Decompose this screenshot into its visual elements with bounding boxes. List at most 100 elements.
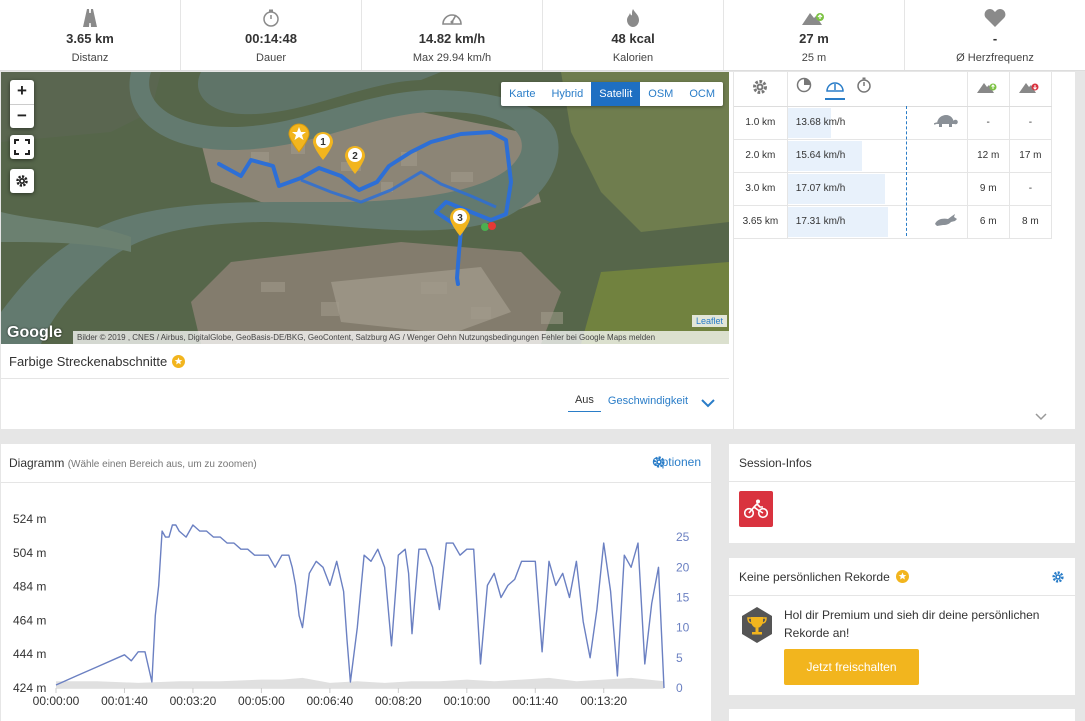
personal-records-card: Keine persönlichen Rekorde Hol dir Premi… bbox=[729, 558, 1075, 695]
km-marker-2[interactable]: 2 bbox=[345, 146, 365, 174]
elevation-speed-chart[interactable]: 524 m 504 m 484 m 464 m 444 m 424 m 25 20 15 10 5… bbox=[1, 444, 711, 721]
lap-descent: 8 m bbox=[1009, 205, 1053, 239]
lap-speed-cell: 15.64 km/h bbox=[787, 139, 925, 173]
x-tick-label: 00:11:40 bbox=[512, 694, 558, 708]
diagram-hint: (Wähle einen Bereich aus, um zu zoomen) bbox=[67, 459, 257, 470]
divider bbox=[1, 378, 729, 379]
stat-label: Ø Herzfrequenz bbox=[956, 52, 1034, 64]
layer-osm[interactable]: OSM bbox=[648, 88, 674, 100]
speedometer-icon bbox=[441, 8, 463, 28]
lap-speed-bar bbox=[787, 140, 863, 171]
km-marker-1[interactable]: 1 bbox=[313, 132, 333, 160]
average-speed-line bbox=[906, 106, 907, 236]
map-attribution[interactable]: Bilder © 2019 , CNES / Airbus, DigitalGl… bbox=[73, 331, 729, 344]
stopwatch-icon bbox=[262, 8, 280, 28]
lap-speed-bar bbox=[787, 107, 832, 138]
marker-number: 3 bbox=[457, 213, 463, 224]
x-tick-label: 00:10:00 bbox=[443, 694, 490, 708]
premium-star-icon bbox=[172, 355, 186, 368]
layer-ocm[interactable]: OCM bbox=[689, 88, 715, 100]
x-tick-label: 00:13:20 bbox=[580, 694, 627, 708]
next-card bbox=[729, 709, 1075, 721]
sport-type-badge[interactable] bbox=[739, 491, 773, 527]
laps-marker-column bbox=[924, 72, 968, 107]
ascent-icon bbox=[802, 8, 826, 28]
y-right-tick-label: 20 bbox=[676, 560, 690, 574]
divider bbox=[1, 482, 711, 483]
lap-distance: 3.0 km bbox=[734, 172, 788, 206]
stopwatch-icon[interactable] bbox=[856, 77, 872, 93]
map-settings-button[interactable] bbox=[10, 169, 34, 193]
premium-star-icon bbox=[895, 570, 909, 583]
stat-label: Distanz bbox=[71, 52, 109, 64]
google-logo: Google bbox=[7, 324, 63, 341]
lap-ascent: - bbox=[967, 106, 1010, 140]
table-row[interactable]: 1.0 km 13.68 km/h - - bbox=[734, 106, 1053, 140]
lap-distance: 1.0 km bbox=[734, 106, 788, 140]
y-axis-left: 524 m 504 m 484 m 464 m 444 m 424 m bbox=[13, 512, 46, 695]
stat-speed: 14.82 km/h Max 29.94 km/h bbox=[362, 0, 543, 70]
x-axis: 00:00:00 00:01:40 00:03:20 00:05:00 00:06:40… bbox=[33, 694, 628, 708]
stat-distance: 3.65 km Distanz bbox=[0, 0, 181, 70]
layer-karte[interactable]: Karte bbox=[509, 88, 536, 100]
layer-satellit[interactable]: Satellit bbox=[591, 82, 641, 106]
stat-label: 25 m bbox=[801, 52, 827, 64]
lap-speed: 17.07 km/h bbox=[795, 183, 846, 194]
table-row[interactable]: 3.65 km 17.31 km/h 6 m 8 m bbox=[734, 205, 1053, 239]
leaflet-link[interactable]: Leaflet bbox=[691, 315, 727, 327]
stat-calories: 48 kcal Kalorien bbox=[543, 0, 724, 70]
x-tick-label: 00:03:20 bbox=[170, 694, 217, 708]
trophy-icon bbox=[742, 607, 772, 643]
chevron-down-icon[interactable] bbox=[1035, 413, 1047, 421]
y-right-tick-label: 25 bbox=[676, 530, 690, 544]
zoom-out-button[interactable]: − bbox=[10, 104, 34, 128]
x-tick-label: 00:05:00 bbox=[238, 694, 285, 708]
gear-icon bbox=[753, 80, 768, 95]
y-left-tick-label: 484 m bbox=[13, 580, 46, 594]
colored-segments-title: Farbige Streckenabschnitte bbox=[9, 354, 186, 369]
diagram-options-button[interactable]: Optionen bbox=[652, 455, 701, 469]
zoom-control: + − bbox=[10, 80, 34, 128]
records-title: Keine persönlichen Rekorde bbox=[739, 569, 890, 584]
records-header: Keine persönlichen Rekorde bbox=[729, 558, 1075, 596]
chart-gridlines bbox=[55, 687, 664, 693]
segment-option-speed[interactable]: Geschwindigkeit bbox=[607, 394, 688, 407]
fullscreen-icon bbox=[14, 139, 30, 155]
map-layer-switch: Karte Hybrid Satellit OSM OCM bbox=[501, 82, 723, 106]
x-tick-label: 00:08:20 bbox=[375, 694, 422, 708]
layer-hybrid[interactable]: Hybrid bbox=[551, 88, 584, 100]
segment-option-off[interactable]: Aus bbox=[567, 394, 601, 412]
y-axis-right: 25 20 15 10 5 0 bbox=[676, 530, 690, 695]
stat-duration: 00:14:48 Dauer bbox=[181, 0, 362, 70]
start-marker[interactable] bbox=[288, 123, 310, 153]
session-info-card: Session-Infos bbox=[729, 444, 1075, 543]
route-map[interactable]: 1 2 3 + − Karte Hybrid Sate bbox=[1, 72, 729, 344]
km-marker-3[interactable]: 3 bbox=[450, 208, 470, 236]
lap-speed-cell: 13.68 km/h bbox=[787, 106, 925, 140]
lap-speed-cell: 17.07 km/h bbox=[787, 172, 925, 206]
lap-marker bbox=[924, 205, 968, 239]
table-row[interactable]: 2.0 km 15.64 km/h 12 m 17 m bbox=[734, 139, 1053, 173]
pace-icon[interactable] bbox=[796, 77, 812, 93]
cycling-icon bbox=[744, 499, 768, 519]
heart-icon bbox=[984, 8, 1006, 28]
lap-marker bbox=[924, 106, 968, 140]
stat-heart-rate: - Ø Herzfrequenz bbox=[905, 0, 1085, 70]
chevron-down-icon[interactable] bbox=[701, 398, 715, 408]
colored-segments-label: Farbige Streckenabschnitte bbox=[9, 354, 168, 369]
zoom-in-button[interactable]: + bbox=[17, 81, 27, 100]
stat-label: Kalorien bbox=[612, 52, 654, 64]
laps-metric-tabs bbox=[787, 72, 925, 107]
lap-ascent: 6 m bbox=[967, 205, 1010, 239]
table-row[interactable]: 3.0 km 17.07 km/h 9 m - bbox=[734, 172, 1053, 206]
fullscreen-button[interactable] bbox=[10, 135, 34, 159]
y-left-tick-label: 464 m bbox=[13, 613, 46, 627]
y-left-tick-label: 504 m bbox=[13, 546, 46, 560]
speed-tab[interactable] bbox=[825, 79, 846, 101]
lap-marker bbox=[924, 139, 968, 173]
unlock-premium-button[interactable]: Jetzt freischalten bbox=[784, 649, 919, 685]
laps-settings[interactable] bbox=[734, 72, 788, 107]
lap-speed-cell: 17.31 km/h bbox=[787, 205, 925, 239]
gear-icon[interactable] bbox=[1051, 570, 1065, 584]
stat-label: Max 29.94 km/h bbox=[412, 52, 492, 64]
